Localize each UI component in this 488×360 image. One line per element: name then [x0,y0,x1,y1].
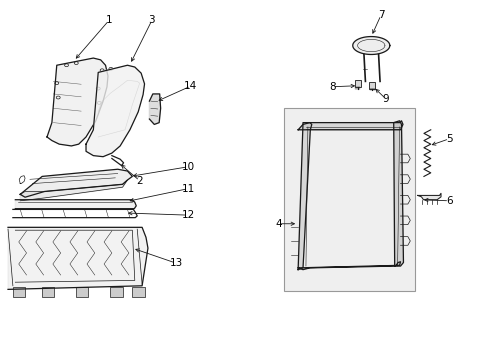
Text: 13: 13 [169,258,183,268]
Polygon shape [47,58,108,146]
Polygon shape [352,37,389,54]
Text: 7: 7 [377,10,384,20]
Polygon shape [298,123,311,270]
Text: 2: 2 [136,176,142,186]
FancyBboxPatch shape [283,108,414,291]
Text: 4: 4 [275,219,282,229]
Polygon shape [149,94,160,125]
Bar [76,287,88,297]
Text: 5: 5 [445,134,452,144]
Bar [13,287,25,297]
Text: 8: 8 [328,82,335,92]
Bar [110,287,122,297]
Polygon shape [298,262,400,270]
Text: 14: 14 [184,81,197,91]
Polygon shape [417,193,440,200]
Text: 9: 9 [382,94,388,104]
Polygon shape [20,169,132,197]
Bar [42,287,54,297]
Bar [354,80,360,87]
Text: 10: 10 [182,162,195,172]
Text: 1: 1 [105,15,112,26]
Text: 11: 11 [182,184,195,194]
Bar [132,287,144,297]
Polygon shape [86,65,144,157]
Polygon shape [393,121,403,266]
Text: 3: 3 [148,15,155,26]
Polygon shape [20,180,127,201]
Polygon shape [15,200,136,209]
Text: 12: 12 [182,210,195,220]
Polygon shape [298,121,402,130]
Polygon shape [8,227,148,289]
Text: 6: 6 [445,196,452,206]
Bar [368,82,374,89]
